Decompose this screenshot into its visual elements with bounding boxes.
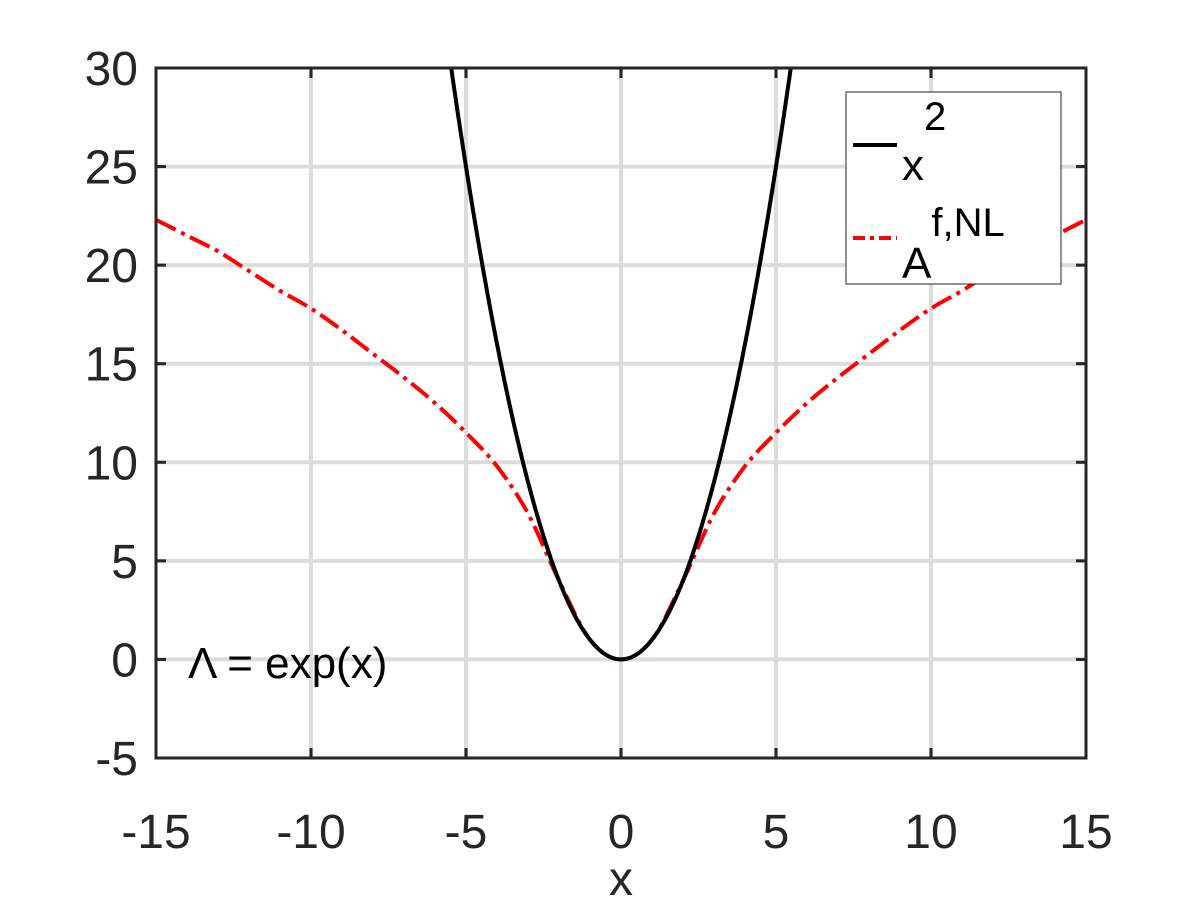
- legend-label-afnl: Af,NL: [902, 201, 1005, 288]
- x-tick-label-1: -10: [276, 806, 345, 859]
- legend-label-afnl-sup: f,NL: [931, 201, 1004, 245]
- legend-box: [845, 91, 1062, 285]
- legend-label-x2-base: x: [902, 141, 924, 190]
- y-tick-label-3: 10: [85, 437, 138, 490]
- y-tick-label-7: 30: [85, 43, 138, 96]
- y-tick-label-1: 0: [111, 634, 138, 687]
- x-tick-label-3: 0: [608, 806, 635, 859]
- legend-label-afnl-base: A: [902, 239, 932, 288]
- legend: x2 Af,NL: [845, 91, 1062, 288]
- tick-marks: [154, 66, 1088, 760]
- x-axis-label: x: [609, 853, 633, 900]
- y-tick-label-5: 20: [85, 240, 138, 293]
- y-tick-label-4: 15: [85, 339, 138, 392]
- x-tick-labels: -15 -10 -5 0 5 10 15: [121, 806, 1112, 859]
- x-tick-label-4: 5: [763, 806, 790, 859]
- legend-label-x2-sup: 2: [924, 95, 946, 139]
- series-line-x2: [449, 68, 793, 662]
- y-tick-label-0: -5: [95, 733, 138, 786]
- y-tick-labels: -5 0 5 10 15 20 25 30: [85, 43, 138, 786]
- x-tick-label-6: 15: [1059, 806, 1112, 859]
- y-tick-label-6: 25: [85, 142, 138, 195]
- x-tick-label-5: 10: [904, 806, 957, 859]
- series-group: [156, 68, 1086, 662]
- annotation-lambda: Λ = exp(x): [188, 639, 387, 688]
- x-tick-label-2: -5: [445, 806, 488, 859]
- legend-label-x2: x2: [902, 95, 946, 190]
- x-tick-label-0: -15: [121, 806, 190, 859]
- y-tick-label-2: 5: [111, 536, 138, 589]
